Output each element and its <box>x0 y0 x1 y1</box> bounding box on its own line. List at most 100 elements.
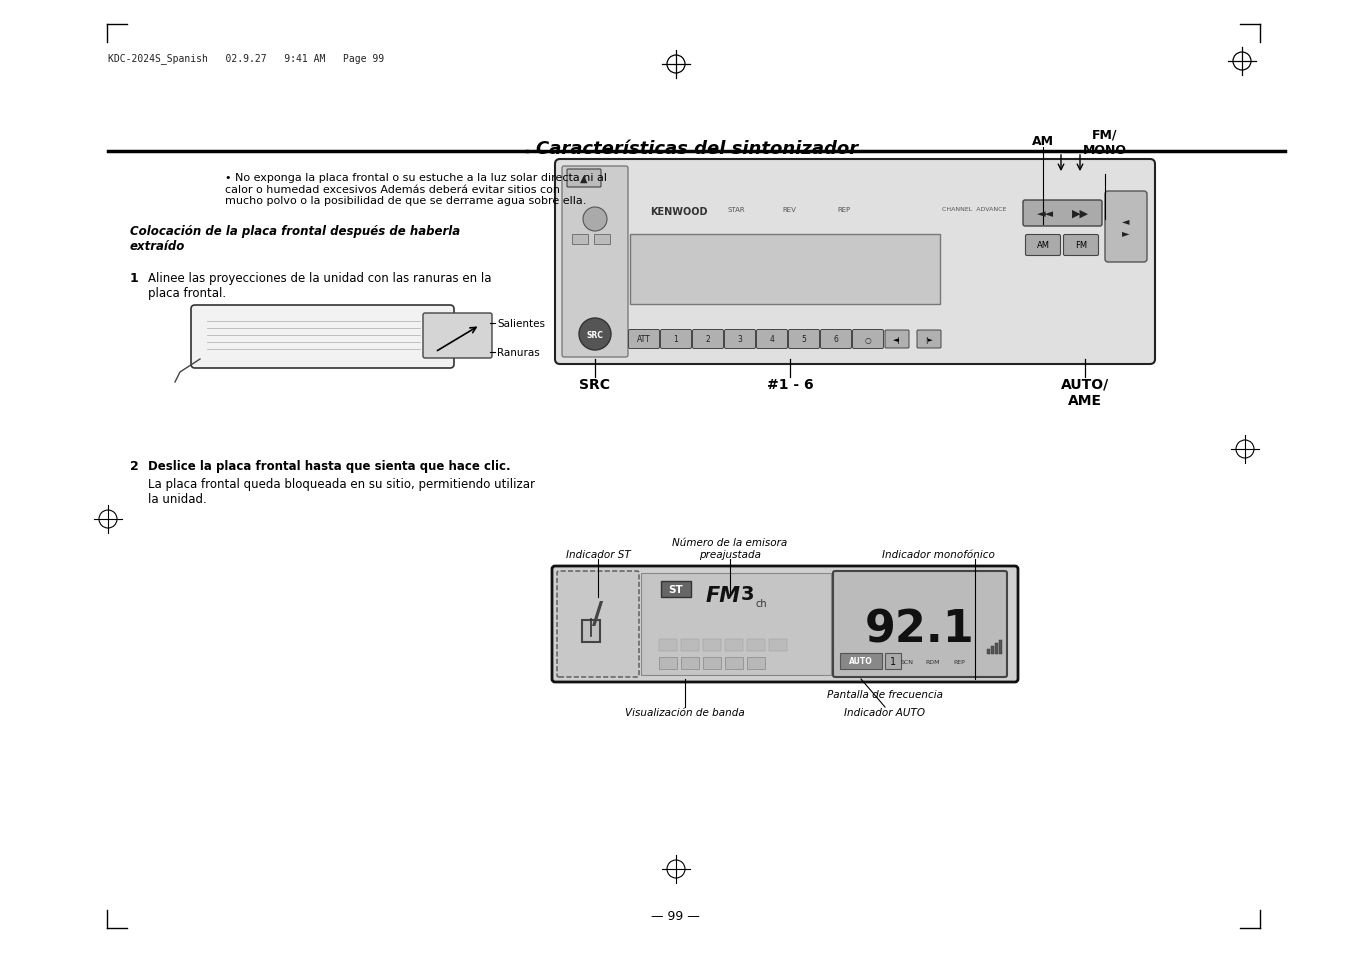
FancyBboxPatch shape <box>693 330 724 349</box>
Text: 1: 1 <box>674 335 678 344</box>
Text: AUTO: AUTO <box>850 657 873 666</box>
FancyBboxPatch shape <box>555 160 1155 365</box>
Text: Pantalla de frecuencia: Pantalla de frecuencia <box>827 689 943 700</box>
FancyBboxPatch shape <box>423 314 492 358</box>
FancyBboxPatch shape <box>757 330 788 349</box>
Text: FM: FM <box>707 585 740 605</box>
Text: ◄
►: ◄ ► <box>1123 216 1129 237</box>
FancyBboxPatch shape <box>1063 235 1098 256</box>
Bar <box>640 574 831 676</box>
FancyBboxPatch shape <box>628 330 659 349</box>
Bar <box>725 639 743 651</box>
Bar <box>703 658 721 669</box>
FancyBboxPatch shape <box>1025 235 1061 256</box>
Circle shape <box>580 318 611 351</box>
Text: La placa frontal queda bloqueada en su sitio, permitiendo utilizar
la unidad.: La placa frontal queda bloqueada en su s… <box>149 477 535 505</box>
Text: FM: FM <box>1075 241 1088 251</box>
Bar <box>992 646 994 655</box>
Bar <box>998 640 1002 655</box>
Text: CHANNEL  ADVANCE: CHANNEL ADVANCE <box>942 207 1006 212</box>
Text: REP: REP <box>952 659 965 664</box>
FancyBboxPatch shape <box>917 331 942 349</box>
Bar <box>747 639 765 651</box>
Bar <box>630 234 940 305</box>
Bar <box>747 658 765 669</box>
FancyBboxPatch shape <box>557 572 639 678</box>
Bar <box>703 639 721 651</box>
Text: RDM: RDM <box>925 659 940 664</box>
Bar <box>885 654 901 669</box>
FancyBboxPatch shape <box>567 170 601 188</box>
Bar <box>582 620 600 642</box>
FancyBboxPatch shape <box>190 306 454 369</box>
Text: 92.1: 92.1 <box>865 608 975 651</box>
Text: Salientes: Salientes <box>497 318 544 329</box>
Text: ch: ch <box>757 598 767 608</box>
Bar <box>661 581 690 598</box>
Text: Alinee las proyecciones de la unidad con las ranuras en la
placa frontal.: Alinee las proyecciones de la unidad con… <box>149 272 492 299</box>
FancyBboxPatch shape <box>852 330 884 349</box>
Text: ▲: ▲ <box>580 173 588 184</box>
Text: 1: 1 <box>130 272 139 285</box>
Text: #1 - 6: #1 - 6 <box>766 377 813 392</box>
Text: KENWOOD: KENWOOD <box>650 207 708 216</box>
Bar <box>994 643 998 655</box>
FancyBboxPatch shape <box>553 566 1019 682</box>
Text: REV: REV <box>782 207 796 213</box>
FancyBboxPatch shape <box>1105 192 1147 263</box>
Bar <box>659 658 677 669</box>
Bar <box>988 649 990 655</box>
Text: ▶▶: ▶▶ <box>1071 209 1089 219</box>
Text: Deslice la placa frontal hasta que sienta que hace clic.: Deslice la placa frontal hasta que sient… <box>149 459 511 473</box>
Text: Visualización de banda: Visualización de banda <box>626 707 744 718</box>
FancyBboxPatch shape <box>789 330 820 349</box>
Text: Ranuras: Ranuras <box>497 348 540 357</box>
FancyBboxPatch shape <box>724 330 755 349</box>
Text: 3: 3 <box>740 584 754 603</box>
Text: — 99 —: — 99 — <box>651 909 700 923</box>
Bar <box>769 639 788 651</box>
Text: 6: 6 <box>834 335 839 344</box>
Text: 1: 1 <box>890 657 896 666</box>
FancyBboxPatch shape <box>661 330 692 349</box>
Text: 3: 3 <box>738 335 743 344</box>
Text: AUTO/
AME: AUTO/ AME <box>1061 377 1109 408</box>
Text: AM: AM <box>1036 241 1050 251</box>
FancyBboxPatch shape <box>820 330 851 349</box>
FancyBboxPatch shape <box>1023 201 1102 227</box>
FancyBboxPatch shape <box>562 167 628 357</box>
Text: SRC: SRC <box>580 377 611 392</box>
Text: AM: AM <box>1032 135 1054 148</box>
Text: |►: |► <box>925 336 934 343</box>
Text: 4: 4 <box>770 335 774 344</box>
Bar <box>571 234 588 245</box>
Bar <box>594 234 611 245</box>
Text: Número de la emisora
preajustada: Número de la emisora preajustada <box>673 537 788 559</box>
Text: 2: 2 <box>130 459 139 473</box>
Text: Indicador monofónico: Indicador monofónico <box>882 550 994 559</box>
Text: ATT: ATT <box>638 335 651 344</box>
Circle shape <box>584 208 607 232</box>
Text: /: / <box>593 599 604 629</box>
Bar <box>725 658 743 669</box>
FancyBboxPatch shape <box>834 572 1006 678</box>
Text: 2: 2 <box>705 335 711 344</box>
Text: Características del sintonizador: Características del sintonizador <box>536 140 858 158</box>
Text: • No exponga la placa frontal o su estuche a la luz solar directa ni al
calor o : • No exponga la placa frontal o su estuc… <box>226 172 607 206</box>
Text: SCN: SCN <box>901 659 913 664</box>
Text: FM/
MONO: FM/ MONO <box>1084 129 1127 157</box>
Text: Indicador ST: Indicador ST <box>566 550 631 559</box>
Bar <box>659 639 677 651</box>
Bar <box>681 658 698 669</box>
Bar <box>840 654 882 669</box>
Text: Colocación de la placa frontal después de haberla
extraído: Colocación de la placa frontal después d… <box>130 225 461 253</box>
Text: SRC: SRC <box>586 330 604 339</box>
Text: 5: 5 <box>801 335 807 344</box>
Text: KDC-2024S_Spanish   02.9.27   9:41 AM   Page 99: KDC-2024S_Spanish 02.9.27 9:41 AM Page 9… <box>108 53 384 64</box>
Text: ◄◄: ◄◄ <box>1036 209 1054 219</box>
FancyBboxPatch shape <box>885 331 909 349</box>
Text: ST: ST <box>669 584 684 595</box>
Text: ○: ○ <box>865 335 871 344</box>
Text: Indicador AUTO: Indicador AUTO <box>844 707 925 718</box>
Text: REP: REP <box>838 207 850 213</box>
